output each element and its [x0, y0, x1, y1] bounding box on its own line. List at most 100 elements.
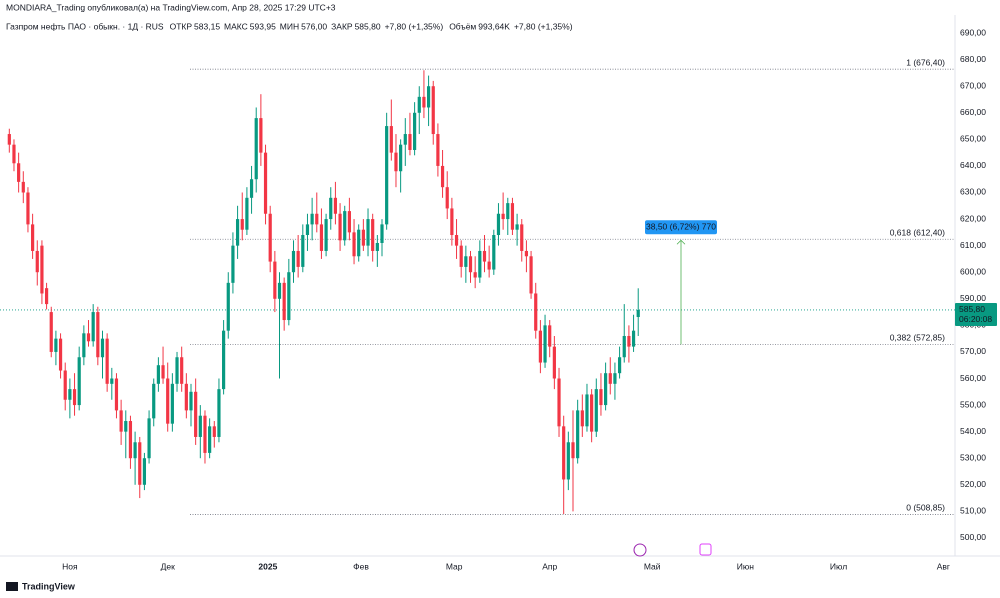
ohlc-value: 576,00: [301, 21, 327, 31]
candle-body: [403, 134, 407, 145]
candle-body: [82, 333, 86, 358]
candle-body: [478, 250, 482, 278]
candle-body: [571, 442, 575, 459]
author-line: MONDIARA_Trading опубликовал(а) на Tradi…: [6, 2, 336, 12]
candle-body: [380, 224, 384, 243]
candle-body: [426, 86, 431, 108]
candle-body: [235, 219, 240, 246]
y-tick-label: 510,00: [960, 506, 986, 516]
candle-body: [268, 213, 272, 262]
candle-body: [585, 394, 589, 427]
y-tick-label: 570,00: [960, 346, 986, 356]
y-tick-label: 540,00: [960, 426, 986, 436]
measure-box: [645, 220, 717, 235]
ohlc-value: 593,95: [250, 21, 276, 31]
candle-body: [343, 211, 347, 241]
candle-body: [399, 144, 403, 172]
ohlc-label: МАКС: [224, 21, 248, 31]
candle-body: [315, 213, 319, 225]
candle-body: [548, 325, 552, 347]
candle-body: [543, 325, 547, 363]
candle-body: [329, 197, 333, 220]
x-tick-label: 2025: [258, 561, 277, 571]
candle-body: [389, 126, 393, 153]
candle-body: [617, 357, 622, 374]
candle-body: [58, 338, 63, 371]
candle-body: [492, 235, 496, 270]
candle-body: [566, 442, 570, 480]
candle-body: [72, 389, 77, 406]
candle-body: [417, 96, 421, 113]
fib-label: 0,382 (572,85): [890, 333, 945, 343]
candle-body: [212, 426, 216, 437]
candle-body: [385, 126, 389, 225]
candle-body: [17, 163, 21, 182]
event-icons: [633, 543, 712, 557]
candle-body: [580, 410, 584, 427]
candle-body: [161, 365, 165, 379]
candle-body: [520, 224, 524, 251]
candle-body: [501, 213, 505, 220]
candle-body: [431, 86, 435, 135]
candle-body: [180, 357, 184, 384]
candle-body: [594, 389, 598, 432]
candle-body: [152, 383, 156, 419]
ohlc-value: 585,80: [355, 21, 381, 31]
y-tick-label: 500,00: [960, 532, 986, 542]
candle-body: [100, 338, 105, 358]
candle-body: [515, 224, 519, 230]
dividend-icon: [633, 543, 647, 557]
candle-body: [217, 389, 221, 437]
candle-body: [287, 272, 291, 321]
y-tick-label: 640,00: [960, 160, 986, 170]
candle-body: [366, 219, 370, 246]
change: +7,80 (+1,35%): [385, 21, 444, 31]
candle-body: [473, 272, 477, 278]
ohlc-value: 583,15: [194, 21, 220, 31]
brand-logo: [6, 582, 18, 591]
candle-body: [562, 426, 566, 480]
candle-body: [622, 335, 626, 358]
candle-body: [240, 219, 244, 230]
candle-body: [44, 288, 49, 305]
y-tick-label: 610,00: [960, 240, 986, 250]
candle-body: [347, 211, 351, 233]
y-tick-label: 600,00: [960, 266, 986, 276]
candle-body: [413, 112, 417, 150]
candle-body: [394, 152, 398, 172]
y-tick-label: 670,00: [960, 80, 986, 90]
candle-body: [529, 256, 533, 294]
candle-body: [277, 282, 282, 299]
y-tick-label: 530,00: [960, 452, 986, 462]
candle-body: [259, 118, 263, 153]
candle-body: [524, 250, 529, 257]
candle-body: [576, 410, 580, 459]
y-tick-label: 650,00: [960, 134, 986, 144]
candle-body: [31, 224, 35, 251]
candle-body: [608, 373, 612, 384]
candle-body: [352, 232, 356, 257]
candle-body: [631, 330, 636, 347]
x-tick-label: Авг: [937, 561, 950, 571]
candle-body: [208, 426, 212, 453]
measure-arrowhead: [676, 239, 686, 245]
x-tick-label: Июн: [737, 561, 754, 571]
candle-body: [291, 250, 296, 273]
candle-body: [590, 394, 594, 432]
candle-body: [68, 389, 72, 400]
candle-body: [604, 373, 608, 406]
y-tick-label: 520,00: [960, 479, 986, 489]
candle-body: [189, 391, 193, 411]
symbol: Газпром нефть ПАО · обыкн. · 1Д · RUS: [6, 21, 164, 31]
candle-body: [263, 152, 268, 214]
candle-body: [599, 389, 603, 406]
candle-body: [222, 330, 226, 390]
candle-body: [552, 346, 556, 379]
candle-body: [110, 378, 114, 384]
candle-body: [487, 261, 491, 270]
candle-body: [194, 391, 198, 437]
candle-body: [91, 312, 95, 342]
candle-body: [445, 187, 449, 209]
